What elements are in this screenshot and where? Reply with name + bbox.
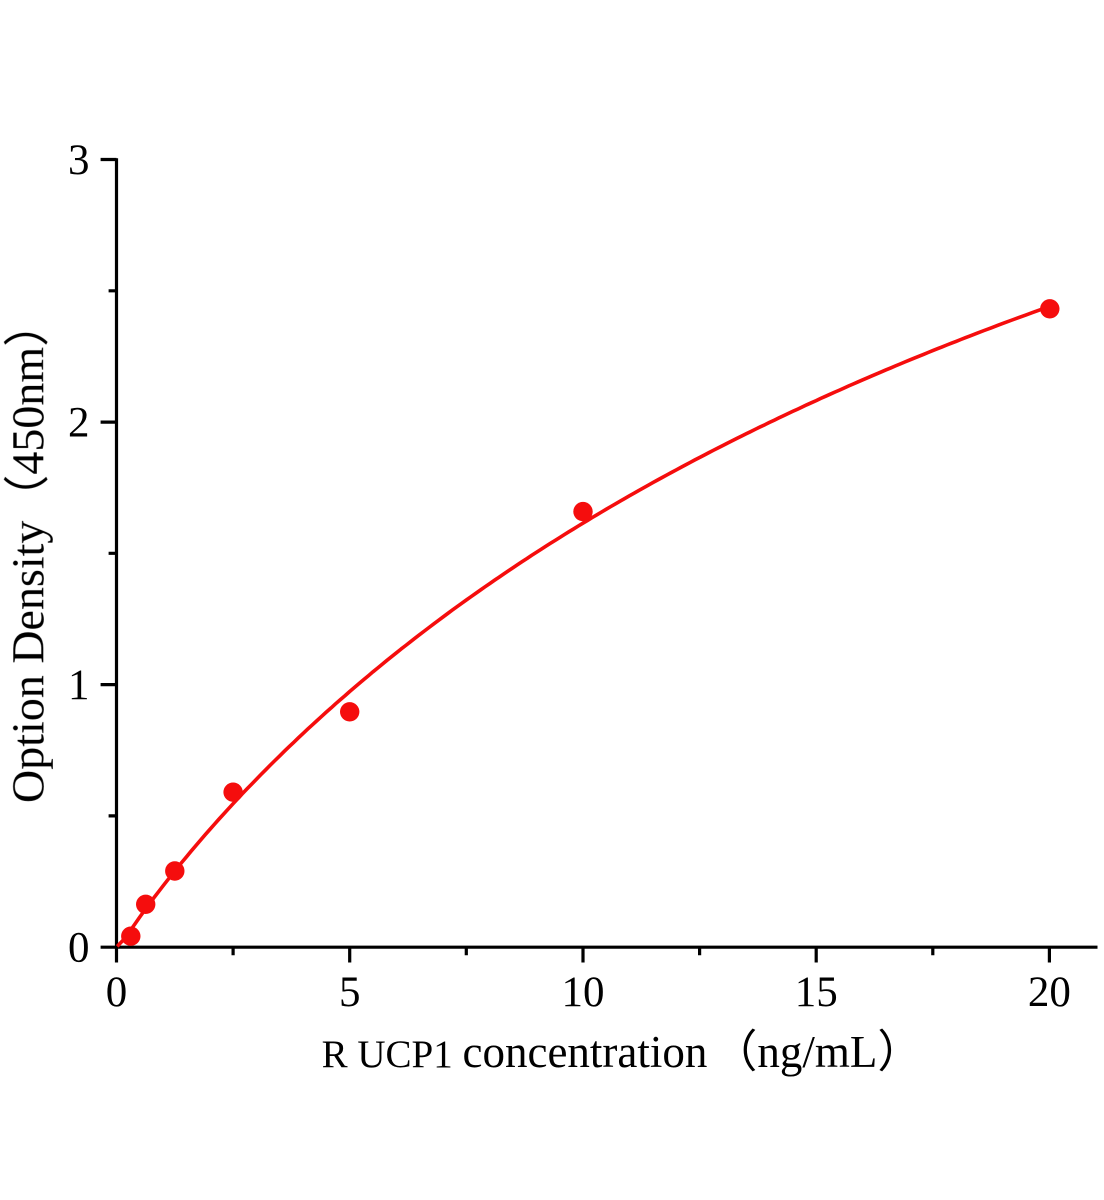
svg-text:3: 3: [68, 137, 90, 184]
svg-text:5: 5: [339, 969, 361, 1016]
svg-text:2: 2: [68, 399, 90, 446]
svg-text:10: 10: [562, 969, 605, 1016]
svg-text:R UCP1 concentration（ng/mL）: R UCP1 concentration （ng/mL）: [322, 1027, 923, 1077]
svg-text:0: 0: [106, 969, 128, 1016]
svg-text:1: 1: [68, 662, 90, 709]
svg-text:20: 20: [1028, 969, 1071, 1016]
svg-text:0: 0: [68, 925, 90, 972]
svg-text:15: 15: [795, 969, 838, 1016]
svg-text:Option Density（450nm）: Option Density（450nm）: [2, 301, 53, 803]
